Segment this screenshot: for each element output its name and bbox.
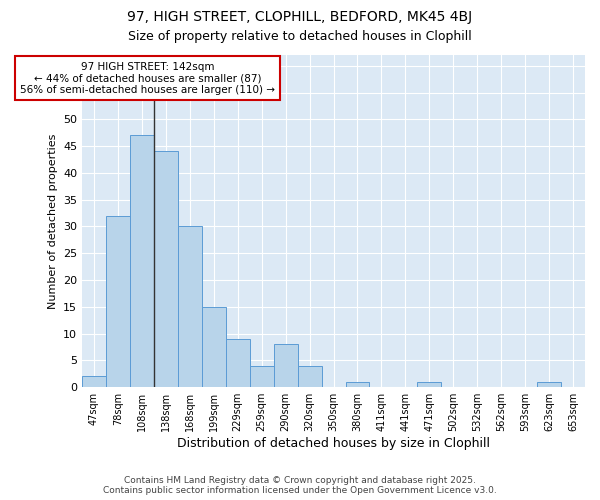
Text: 97, HIGH STREET, CLOPHILL, BEDFORD, MK45 4BJ: 97, HIGH STREET, CLOPHILL, BEDFORD, MK45…	[127, 10, 473, 24]
Bar	[298, 366, 322, 387]
Bar	[537, 382, 561, 387]
Bar	[178, 226, 202, 387]
Bar	[82, 376, 106, 387]
Bar	[274, 344, 298, 387]
Bar	[130, 136, 154, 387]
Text: Contains HM Land Registry data © Crown copyright and database right 2025.
Contai: Contains HM Land Registry data © Crown c…	[103, 476, 497, 495]
Bar	[154, 152, 178, 387]
Y-axis label: Number of detached properties: Number of detached properties	[47, 134, 58, 309]
Bar	[250, 366, 274, 387]
Bar	[202, 307, 226, 387]
Bar	[418, 382, 442, 387]
Text: Size of property relative to detached houses in Clophill: Size of property relative to detached ho…	[128, 30, 472, 43]
Text: 97 HIGH STREET: 142sqm
← 44% of detached houses are smaller (87)
56% of semi-det: 97 HIGH STREET: 142sqm ← 44% of detached…	[20, 62, 275, 95]
Bar	[226, 339, 250, 387]
Bar	[346, 382, 370, 387]
X-axis label: Distribution of detached houses by size in Clophill: Distribution of detached houses by size …	[177, 437, 490, 450]
Bar	[106, 216, 130, 387]
